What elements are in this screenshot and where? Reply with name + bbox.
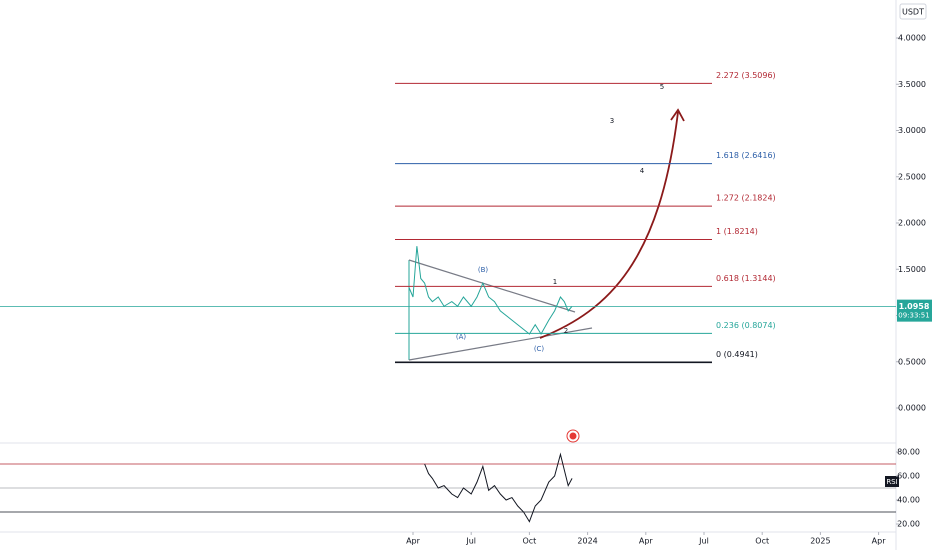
x-tick-label: Apr <box>872 537 887 546</box>
currency: USDT <box>902 8 924 17</box>
x-tick-label: Apr <box>639 537 654 546</box>
wave-label: 4 <box>640 167 645 175</box>
wave-label: (A) <box>456 333 467 341</box>
rsi-tick-label: 20.00 <box>897 520 920 529</box>
y-tick-label: 2.5000 <box>898 172 926 181</box>
wave-label: 1 <box>553 278 557 286</box>
y-tick-label: 1.5000 <box>898 265 926 274</box>
x-tick-label: Apr <box>406 537 421 546</box>
y-tick-label: 3.0000 <box>898 126 926 135</box>
arrow-head <box>670 108 685 122</box>
fib-label: 0.618 (1.3144) <box>716 274 776 283</box>
y-tick-label: 3.5000 <box>898 80 926 89</box>
fib-label: 1 (1.8214) <box>716 227 758 236</box>
current-price-box <box>897 299 932 322</box>
rsi-name: RSI <box>886 478 897 486</box>
rsi-tick-label: 40.00 <box>897 496 920 505</box>
fib-label: 0 (0.4941) <box>716 350 758 359</box>
x-tick-label: Jul <box>465 537 476 546</box>
x-tick-label: Oct <box>522 537 536 546</box>
countdown: 09:33:51 <box>898 312 929 320</box>
x-tick-label: 2024 <box>577 537 597 546</box>
rsi-tick-label: 60.00 <box>897 472 920 481</box>
x-tick-label: Jul <box>698 537 709 546</box>
y-tick-label: 0.0000 <box>898 404 926 413</box>
event-icon-inner <box>569 432 577 440</box>
wave-label: (B) <box>478 266 489 274</box>
fib-label: 0.236 (0.8074) <box>716 321 776 330</box>
rsi-line <box>424 452 573 523</box>
fib-label: 1.618 (2.6416) <box>716 151 776 160</box>
x-tick-label: Oct <box>755 537 769 546</box>
price-line <box>408 246 573 335</box>
fib-label: 1.272 (2.1824) <box>716 194 776 203</box>
current-price-label: 1.0958 <box>899 302 930 311</box>
wave-label: (C) <box>534 345 545 353</box>
fib-label: 2.272 (3.5096) <box>716 71 776 80</box>
currency-badge[interactable] <box>899 3 927 20</box>
wave-label: 5 <box>660 83 664 91</box>
wave-label: 3 <box>610 117 614 125</box>
projection-arrow <box>539 111 679 339</box>
y-tick-label: 2.0000 <box>898 219 926 228</box>
rsi-tick-label: 80.00 <box>897 448 920 457</box>
y-tick-label: 4.0000 <box>898 34 926 43</box>
x-tick-label: 2025 <box>810 537 830 546</box>
rsi-badge <box>885 476 899 487</box>
y-tick-label: 0.5000 <box>898 357 926 366</box>
wave-label: 2 <box>564 327 568 335</box>
